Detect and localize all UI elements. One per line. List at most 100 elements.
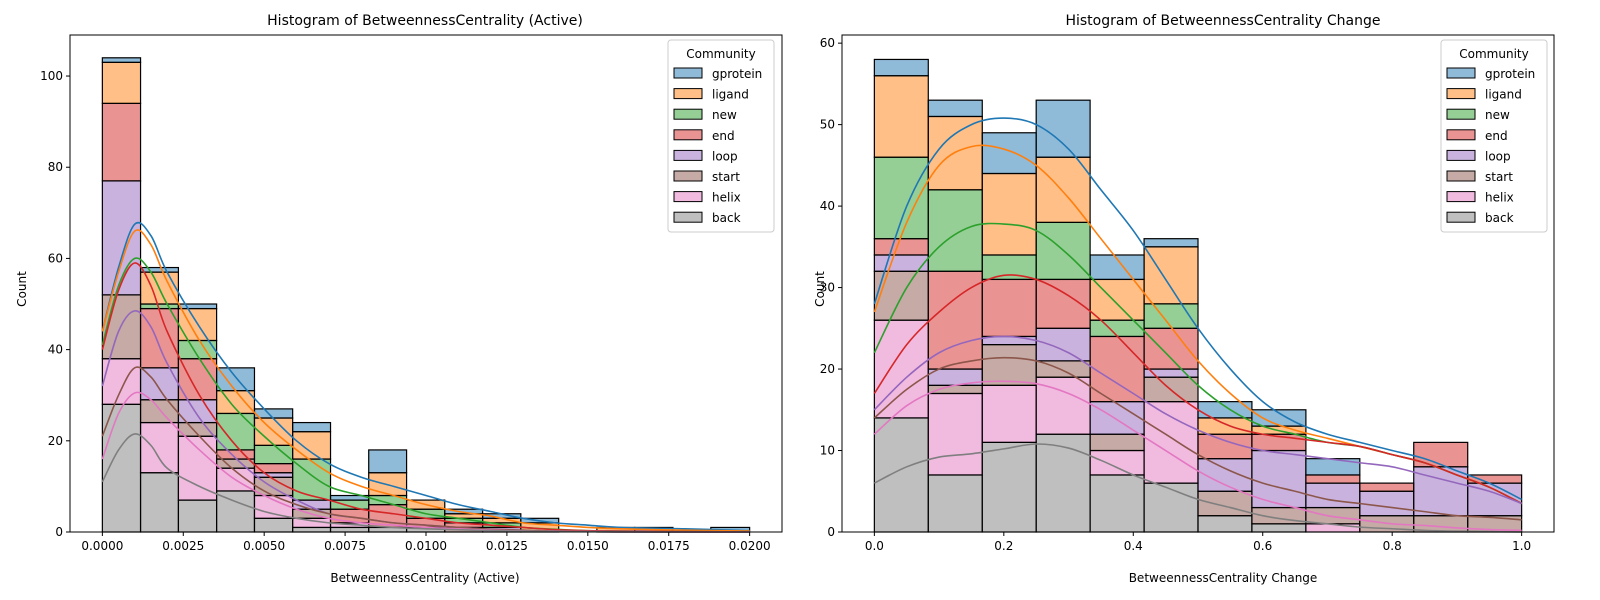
x-tick-label: 0.2: [994, 539, 1013, 553]
legend-swatch-back: [673, 211, 703, 223]
bar-helix: [139, 421, 180, 474]
bar-ligand: [981, 172, 1037, 256]
bar-gprotein: [139, 266, 180, 273]
legend-box: [1440, 39, 1548, 233]
kde-line-back: [874, 443, 1522, 533]
chart-title: Histogram of BetweennessCentrality (Acti…: [267, 13, 583, 29]
y-tick-label: 10: [820, 444, 835, 458]
kde-layer: [873, 117, 1522, 533]
bar-ligand: [1035, 156, 1091, 223]
x-tick-label: 0.0125: [486, 539, 528, 553]
legend-label-new: new: [1485, 108, 1510, 122]
bar-ligand: [1143, 246, 1199, 305]
plot-frame: [841, 34, 1555, 533]
legend-swatch-start: [1446, 170, 1476, 182]
kde-line-gprotein: [101, 221, 750, 532]
bar-back: [1197, 515, 1253, 533]
kde-line-loop: [873, 335, 1522, 505]
legend-label-ligand: ligand: [712, 88, 749, 102]
bar-helix: [873, 319, 929, 419]
y-tick-label: 60: [820, 36, 835, 50]
bar-gprotein: [1251, 409, 1307, 427]
kde-line-gprotein: [873, 117, 1522, 501]
bar-helix: [1089, 449, 1145, 476]
y-tick-label: 0: [827, 525, 835, 539]
legend-label-gprotein: gprotein: [712, 67, 762, 81]
bar-gprotein: [444, 508, 484, 515]
x-tick-label: 0.0075: [324, 539, 366, 553]
legend-swatch-end: [1446, 129, 1476, 141]
bar-helix: [101, 358, 142, 405]
bar-gprotein: [216, 367, 256, 392]
x-axis-label: BetweennessCentrality (Active): [330, 571, 519, 585]
bar-ligand: [292, 431, 332, 460]
y-tick-label: 50: [820, 118, 835, 132]
legend: Community gprotein ligand new end loop start he…: [1440, 39, 1548, 233]
x-tick-label: 0.0150: [567, 539, 609, 553]
bar-end: [101, 102, 142, 182]
y-tick-label: 80: [48, 160, 63, 174]
bar-ligand: [873, 75, 929, 158]
y-tick-label: 20: [820, 362, 835, 376]
bar-back: [253, 517, 294, 533]
bar-gprotein: [101, 57, 142, 63]
bar-loop: [253, 472, 294, 478]
bar-end: [1089, 335, 1145, 403]
legend-swatch-helix: [1446, 191, 1476, 203]
legend-swatch-back: [1446, 211, 1476, 223]
bar-end: [981, 278, 1037, 338]
legend-label-start: start: [1485, 170, 1513, 184]
bar-back: [329, 526, 370, 533]
kde-line-end: [101, 262, 750, 533]
bar-gprotein: [927, 99, 983, 118]
x-axis-label: BetweennessCentrality Change: [1129, 571, 1318, 585]
bar-back: [1089, 474, 1145, 533]
legend-swatch-helix: [673, 191, 703, 203]
legend-label-end: end: [712, 129, 735, 143]
bar-end: [1413, 441, 1469, 468]
bar-new: [873, 156, 929, 240]
bar-helix: [177, 435, 218, 501]
kde-line-helix: [873, 380, 1522, 532]
bar-ligand: [1197, 417, 1253, 435]
bar-back: [873, 417, 929, 533]
bar-back: [981, 441, 1037, 533]
chart-title: Histogram of BetweennessCentrality Chang…: [1065, 13, 1380, 29]
bar-new: [139, 303, 180, 310]
bar-end: [253, 463, 294, 474]
x-tick-label: 0.0025: [162, 539, 204, 553]
bar-gprotein: [1035, 99, 1091, 158]
legend-box: [667, 39, 775, 233]
bar-gprotein: [292, 421, 332, 433]
bar-ligand: [101, 61, 142, 104]
legend-swatch-ligand: [1446, 88, 1476, 100]
x-tick-label: 0.8: [1383, 539, 1402, 553]
bar-start: [1197, 490, 1253, 517]
legend-title: Community: [686, 47, 755, 61]
x-tick-label: 0.0200: [729, 539, 771, 553]
x-tick-label: 1.0: [1512, 539, 1531, 553]
bar-back: [177, 499, 218, 533]
legend-label-helix: helix: [712, 191, 741, 205]
histogram-panel-active: Histogram of BetweennessCentrality (Acti…: [15, 13, 783, 585]
x-tick-label: 0.0000: [81, 539, 123, 553]
bar-end: [873, 238, 929, 256]
bar-layer: [873, 58, 1523, 533]
bar-start: [927, 384, 983, 395]
bar-gprotein: [177, 303, 218, 310]
bar-new: [927, 189, 983, 272]
bar-gprotein: [253, 408, 294, 419]
bar-layer: [101, 57, 751, 533]
bar-end: [1359, 482, 1415, 492]
x-tick-label: 0.0100: [405, 539, 447, 553]
bar-start: [139, 399, 180, 424]
y-tick-label: 100: [40, 69, 63, 83]
legend-swatch-loop: [1446, 149, 1476, 161]
histogram-panel-change: Histogram of BetweennessCentrality Chang…: [813, 13, 1555, 585]
y-tick-label: 60: [48, 251, 63, 265]
legend-label-start: start: [712, 170, 740, 184]
bar-new: [253, 444, 294, 465]
legend-label-new: new: [712, 108, 737, 122]
bar-loop: [1035, 327, 1091, 362]
bar-back: [927, 474, 983, 533]
